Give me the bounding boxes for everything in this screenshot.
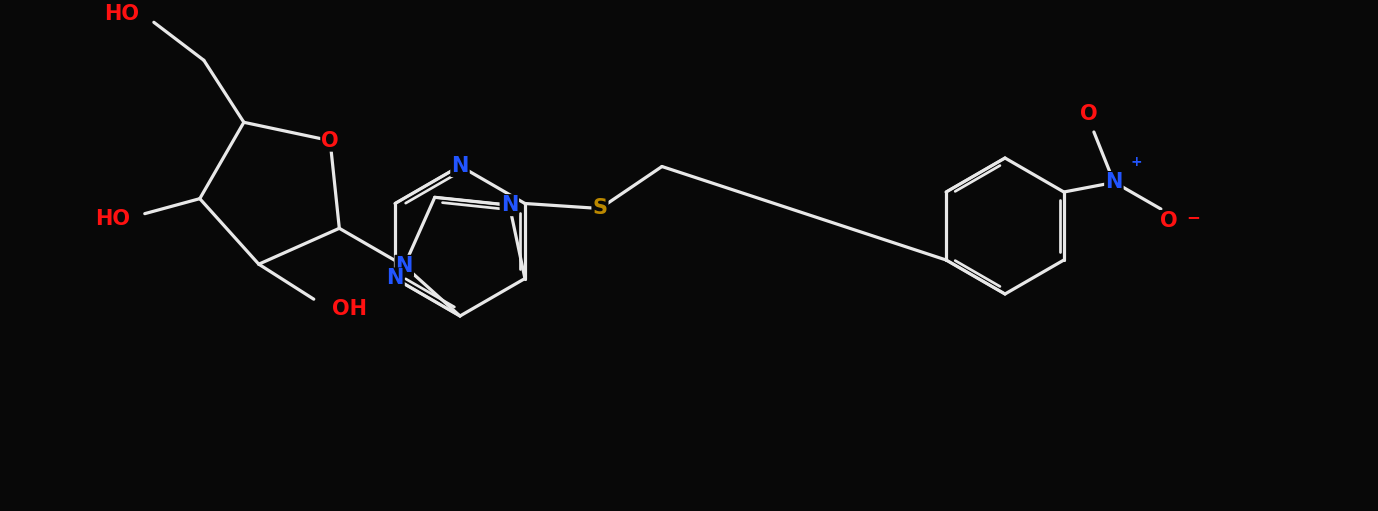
Text: +: + [1130, 155, 1142, 169]
Text: O: O [1160, 211, 1178, 231]
Text: O: O [321, 131, 339, 151]
Text: N: N [500, 195, 518, 215]
Text: OH: OH [332, 299, 367, 319]
Text: HO: HO [95, 208, 130, 228]
Text: HO: HO [103, 4, 139, 25]
Text: O: O [1080, 104, 1098, 124]
Text: N: N [395, 256, 413, 276]
Text: −: − [1186, 208, 1200, 226]
Text: N: N [452, 156, 469, 176]
Text: S: S [593, 198, 608, 219]
Text: N: N [386, 268, 404, 289]
Text: N: N [1105, 172, 1123, 192]
